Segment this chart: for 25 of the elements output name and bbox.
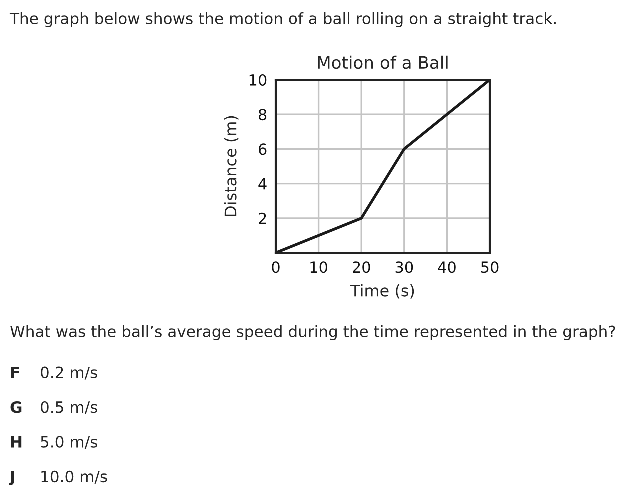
text: What was the ball’s average speed during the time represented in the graph?	[10, 325, 616, 341]
y-tick-label: 10	[250, 74, 267, 86]
text: 5.0 m/s	[41, 436, 98, 450]
y-tick-label: 4	[258, 178, 267, 190]
y-tick-label: 2	[259, 212, 266, 224]
x-tick-label: 50	[481, 262, 499, 274]
text: 0.2 m/s	[41, 366, 98, 380]
line-series	[276, 80, 490, 253]
x-axis-title: Time (s)	[350, 284, 414, 299]
x-tick-label: 20	[353, 262, 370, 274]
text: F	[11, 366, 20, 378]
y-axis-title: Distance (m)	[224, 116, 239, 216]
text: H	[11, 436, 22, 448]
text: G	[10, 401, 22, 414]
x-tick-label: 10	[310, 262, 328, 274]
x-tick-label: 0	[272, 262, 280, 274]
x-tick-label: 40	[438, 262, 456, 274]
chart-title: Motion of a Ball	[318, 56, 448, 70]
text: 10.0 m/s	[42, 470, 108, 484]
text: The graph below shows the motion of a ball rolling on a straight track.	[10, 12, 556, 28]
y-tick-label: 6	[259, 144, 267, 156]
y-tick-label: 8	[258, 109, 267, 121]
text: J	[9, 471, 14, 486]
x-tick-label: 30	[396, 262, 414, 274]
text: 0.5 m/s	[41, 401, 98, 414]
